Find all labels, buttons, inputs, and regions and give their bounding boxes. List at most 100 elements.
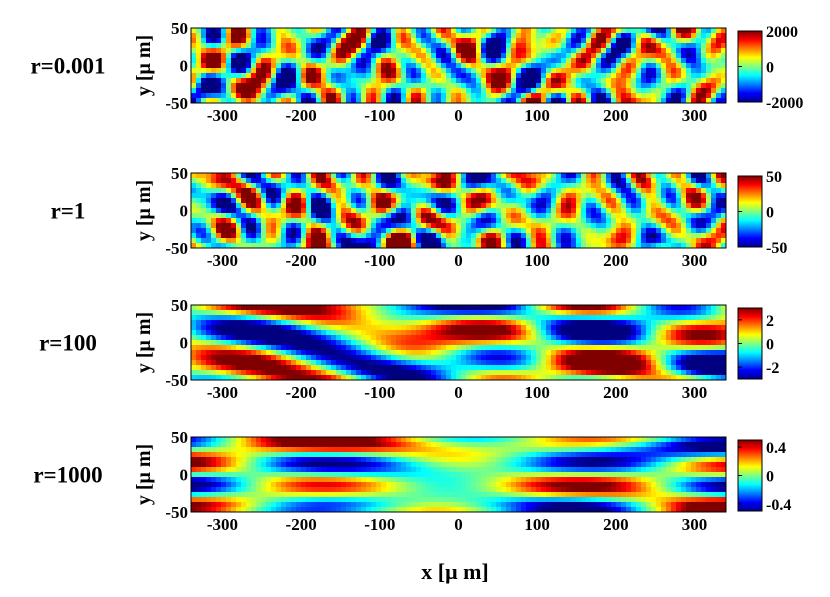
heatmap-cell (586, 68, 592, 74)
heatmap-cell (441, 28, 447, 34)
heatmap-cell (221, 73, 227, 79)
heatmap-cell (531, 325, 537, 331)
heatmap-cell (566, 88, 572, 94)
heatmap-cell (221, 83, 227, 89)
heatmap-cell (256, 193, 262, 199)
heatmap-cell (601, 350, 607, 356)
heatmap-cell (721, 88, 727, 94)
heatmap-cell (436, 213, 442, 219)
heatmap-cell (626, 73, 632, 79)
heatmap-cell (526, 93, 532, 99)
heatmap-cell (221, 243, 227, 249)
heatmap-cell (201, 238, 207, 244)
heatmap-cell (676, 320, 682, 326)
heatmap-cell (531, 68, 537, 74)
heatmap-cell (606, 48, 612, 54)
heatmap-cell (421, 365, 427, 371)
heatmap-cell (411, 38, 417, 44)
heatmap-cell (606, 325, 612, 331)
heatmap-cell (656, 360, 662, 366)
heatmap-cell (326, 83, 332, 89)
colorbar-tick-label: -2 (766, 360, 779, 377)
heatmap-cell (256, 178, 262, 184)
heatmap-cell (516, 335, 522, 341)
heatmap-cell (516, 98, 522, 104)
heatmap-cell (631, 58, 637, 64)
heatmap-cell (601, 370, 607, 376)
heatmap-cell (396, 375, 402, 381)
heatmap-cell (546, 370, 552, 376)
heatmap-cell (526, 73, 532, 79)
heatmap-cell (311, 238, 317, 244)
heatmap-cell (511, 88, 517, 94)
heatmap-cell (581, 203, 587, 209)
heatmap-cell (626, 335, 632, 341)
heatmap-cell (446, 73, 452, 79)
heatmap-cell (536, 88, 542, 94)
heatmap-cell (581, 335, 587, 341)
heatmap-cell (721, 28, 727, 34)
heatmap-cell (581, 345, 587, 351)
heatmap-cell (241, 330, 247, 336)
heatmap-cell (576, 178, 582, 184)
heatmap-cell (201, 93, 207, 99)
heatmap-cell (686, 365, 692, 371)
heatmap-cell (411, 208, 417, 214)
heatmap-cell (656, 193, 662, 199)
heatmap-cell (326, 233, 332, 239)
x-tick-label: -100 (364, 106, 395, 125)
heatmap-cell (671, 173, 677, 179)
heatmap-cell (311, 360, 317, 366)
heatmap-cell (441, 340, 447, 346)
heatmap-cell (561, 305, 567, 311)
heatmap-cell (696, 208, 702, 214)
heatmap-cell (351, 243, 357, 249)
heatmap-cell (191, 335, 197, 341)
heatmap-cell (326, 228, 332, 234)
heatmap-cell (516, 345, 522, 351)
heatmap-cell (231, 233, 237, 239)
heatmap-cell (411, 88, 417, 94)
heatmap-cell (496, 325, 502, 331)
heatmap-cell (416, 98, 422, 104)
heatmap-cell (281, 340, 287, 346)
heatmap-cell (521, 233, 527, 239)
heatmap-cell (466, 350, 472, 356)
heatmap-cell (296, 198, 302, 204)
heatmap-cell (496, 238, 502, 244)
heatmap-cell (401, 213, 407, 219)
heatmap-cell (341, 350, 347, 356)
heatmap-cell (281, 183, 287, 189)
heatmap-cell (501, 238, 507, 244)
heatmap-cell (231, 208, 237, 214)
heatmap-cell (271, 375, 277, 381)
heatmap-cell (361, 198, 367, 204)
heatmap-cell (441, 350, 447, 356)
heatmap-cell (506, 53, 512, 59)
heatmap-cell (391, 93, 397, 99)
heatmap-cell (451, 325, 457, 331)
heatmap-cell (646, 305, 652, 311)
heatmap-cell (486, 93, 492, 99)
heatmap-cell (701, 305, 707, 311)
heatmap-cell (591, 58, 597, 64)
heatmap-cell (676, 345, 682, 351)
heatmap-cell (246, 345, 252, 351)
heatmap-cell (256, 228, 262, 234)
heatmap-cell (651, 183, 657, 189)
heatmap-cell (541, 365, 547, 371)
heatmap-cell (541, 238, 547, 244)
heatmap-cell (691, 43, 697, 49)
heatmap-cell (256, 223, 262, 229)
heatmap-cell (681, 330, 687, 336)
heatmap-cell (431, 203, 437, 209)
heatmap-cell (431, 335, 437, 341)
heatmap-cell (636, 330, 642, 336)
heatmap-cell (471, 98, 477, 104)
heatmap-cell (536, 238, 542, 244)
heatmap-cell (506, 78, 512, 84)
heatmap-cell (476, 178, 482, 184)
heatmap-cell (551, 193, 557, 199)
heatmap-cell (646, 98, 652, 104)
heatmap-cell (236, 73, 242, 79)
